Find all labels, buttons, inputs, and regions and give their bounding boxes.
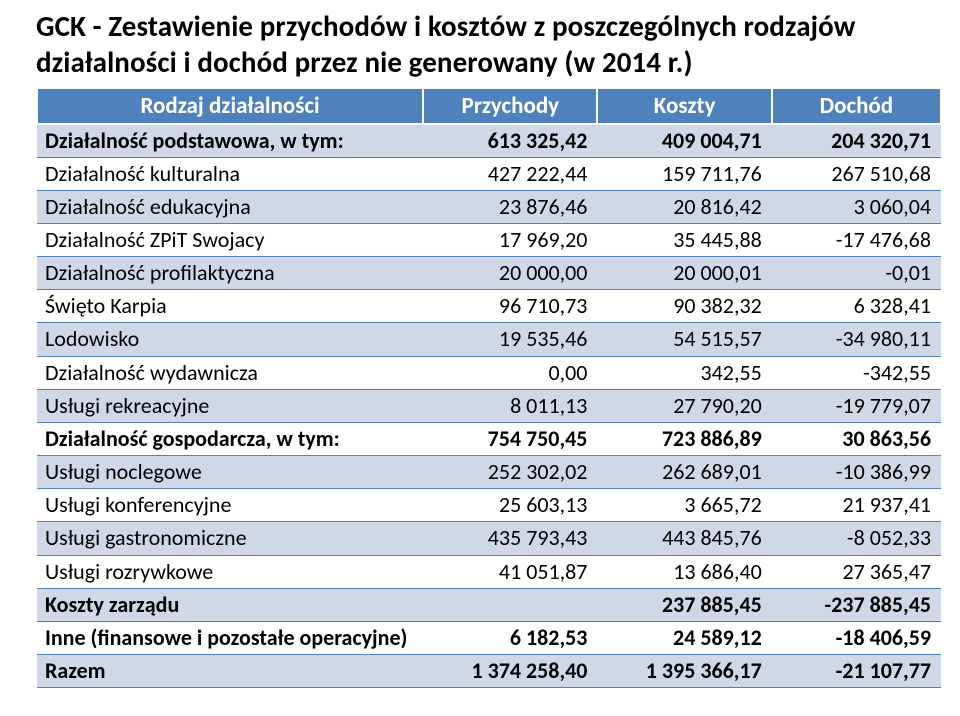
table-row: Działalność edukacyjna23 876,4620 816,42… (37, 190, 941, 223)
row-label: Działalność edukacyjna (37, 190, 423, 223)
row-label: Koszty zarządu (37, 588, 423, 621)
row-cost: 20 000,01 (597, 257, 771, 290)
row-cost: 3 665,72 (597, 489, 771, 522)
row-revenue: 96 710,73 (423, 290, 597, 323)
table-row: Działalność podstawowa, w tym:613 325,42… (37, 124, 941, 158)
row-cost: 159 711,76 (597, 157, 771, 190)
table-row: Razem1 374 258,401 395 366,17-21 107,77 (37, 655, 941, 688)
row-income: 204 320,71 (772, 124, 941, 158)
row-income: 30 863,56 (772, 422, 941, 455)
table-row: Działalność wydawnicza0,00342,55-342,55 (37, 356, 941, 389)
row-revenue: 613 325,42 (423, 124, 597, 158)
row-income: -237 885,45 (772, 588, 941, 621)
table-row: Święto Karpia96 710,7390 382,326 328,41 (37, 290, 941, 323)
row-cost: 262 689,01 (597, 456, 771, 489)
row-cost: 237 885,45 (597, 588, 771, 621)
table-row: Usługi gastronomiczne435 793,43443 845,7… (37, 522, 941, 555)
row-income: -10 386,99 (772, 456, 941, 489)
row-income: -8 052,33 (772, 522, 941, 555)
table-row: Usługi rozrywkowe41 051,8713 686,4027 36… (37, 555, 941, 588)
row-revenue: 0,00 (423, 356, 597, 389)
row-cost: 20 816,42 (597, 190, 771, 223)
row-label: Święto Karpia (37, 290, 423, 323)
table-row: Usługi konferencyjne25 603,133 665,7221 … (37, 489, 941, 522)
table-row: Inne (finansowe i pozostałe operacyjne)6… (37, 621, 941, 654)
row-label: Działalność kulturalna (37, 157, 423, 190)
row-cost: 27 790,20 (597, 389, 771, 422)
row-cost: 409 004,71 (597, 124, 771, 158)
row-income: -342,55 (772, 356, 941, 389)
col-header-revenue: Przychody (423, 88, 597, 124)
row-income: -19 779,07 (772, 389, 941, 422)
table-row: Koszty zarządu 237 885,45-237 885,45 (37, 588, 941, 621)
row-revenue (423, 588, 597, 621)
row-cost: 24 589,12 (597, 621, 771, 654)
table-header-row: Rodzaj działalności Przychody Koszty Doc… (37, 88, 941, 124)
row-income: -17 476,68 (772, 223, 941, 256)
row-label: Usługi noclegowe (37, 456, 423, 489)
row-income: 6 328,41 (772, 290, 941, 323)
row-revenue: 754 750,45 (423, 422, 597, 455)
row-income: -21 107,77 (772, 655, 941, 688)
table-row: Usługi rekreacyjne8 011,1327 790,20-19 7… (37, 389, 941, 422)
row-income: 267 510,68 (772, 157, 941, 190)
financial-table: Rodzaj działalności Przychody Koszty Doc… (36, 87, 942, 689)
row-cost: 443 845,76 (597, 522, 771, 555)
row-label: Działalność ZPiT Swojacy (37, 223, 423, 256)
col-header-activity: Rodzaj działalności (37, 88, 423, 124)
row-cost: 13 686,40 (597, 555, 771, 588)
row-label: Razem (37, 655, 423, 688)
row-income: -34 980,11 (772, 323, 941, 356)
row-revenue: 25 603,13 (423, 489, 597, 522)
row-income: 21 937,41 (772, 489, 941, 522)
table-row: Działalność gospodarcza, w tym:754 750,4… (37, 422, 941, 455)
row-cost: 342,55 (597, 356, 771, 389)
row-cost: 35 445,88 (597, 223, 771, 256)
row-revenue: 19 535,46 (423, 323, 597, 356)
row-income: -0,01 (772, 257, 941, 290)
row-income: 3 060,04 (772, 190, 941, 223)
table-row: Działalność ZPiT Swojacy17 969,2035 445,… (37, 223, 941, 256)
row-cost: 54 515,57 (597, 323, 771, 356)
row-cost: 90 382,32 (597, 290, 771, 323)
row-label: Usługi rozrywkowe (37, 555, 423, 588)
table-row: Usługi noclegowe252 302,02262 689,01-10 … (37, 456, 941, 489)
row-cost: 723 886,89 (597, 422, 771, 455)
row-label: Lodowisko (37, 323, 423, 356)
row-revenue: 427 222,44 (423, 157, 597, 190)
row-revenue: 252 302,02 (423, 456, 597, 489)
row-revenue: 41 051,87 (423, 555, 597, 588)
col-header-cost: Koszty (597, 88, 771, 124)
table-row: Lodowisko19 535,4654 515,57-34 980,11 (37, 323, 941, 356)
row-cost: 1 395 366,17 (597, 655, 771, 688)
table-row: Działalność profilaktyczna20 000,0020 00… (37, 257, 941, 290)
row-revenue: 6 182,53 (423, 621, 597, 654)
row-revenue: 17 969,20 (423, 223, 597, 256)
table-row: Działalność kulturalna427 222,44159 711,… (37, 157, 941, 190)
row-label: Działalność podstawowa, w tym: (37, 124, 423, 158)
row-label: Działalność gospodarcza, w tym: (37, 422, 423, 455)
row-income: 27 365,47 (772, 555, 941, 588)
row-revenue: 1 374 258,40 (423, 655, 597, 688)
row-revenue: 23 876,46 (423, 190, 597, 223)
row-label: Usługi rekreacyjne (37, 389, 423, 422)
row-label: Działalność wydawnicza (37, 356, 423, 389)
col-header-income: Dochód (772, 88, 941, 124)
row-label: Usługi gastronomiczne (37, 522, 423, 555)
row-label: Działalność profilaktyczna (37, 257, 423, 290)
row-income: -18 406,59 (772, 621, 941, 654)
row-revenue: 20 000,00 (423, 257, 597, 290)
row-label: Inne (finansowe i pozostałe operacyjne) (37, 621, 423, 654)
row-label: Usługi konferencyjne (37, 489, 423, 522)
row-revenue: 8 011,13 (423, 389, 597, 422)
row-revenue: 435 793,43 (423, 522, 597, 555)
page-title: GCK - Zestawienie przychodów i kosztów z… (36, 8, 942, 81)
